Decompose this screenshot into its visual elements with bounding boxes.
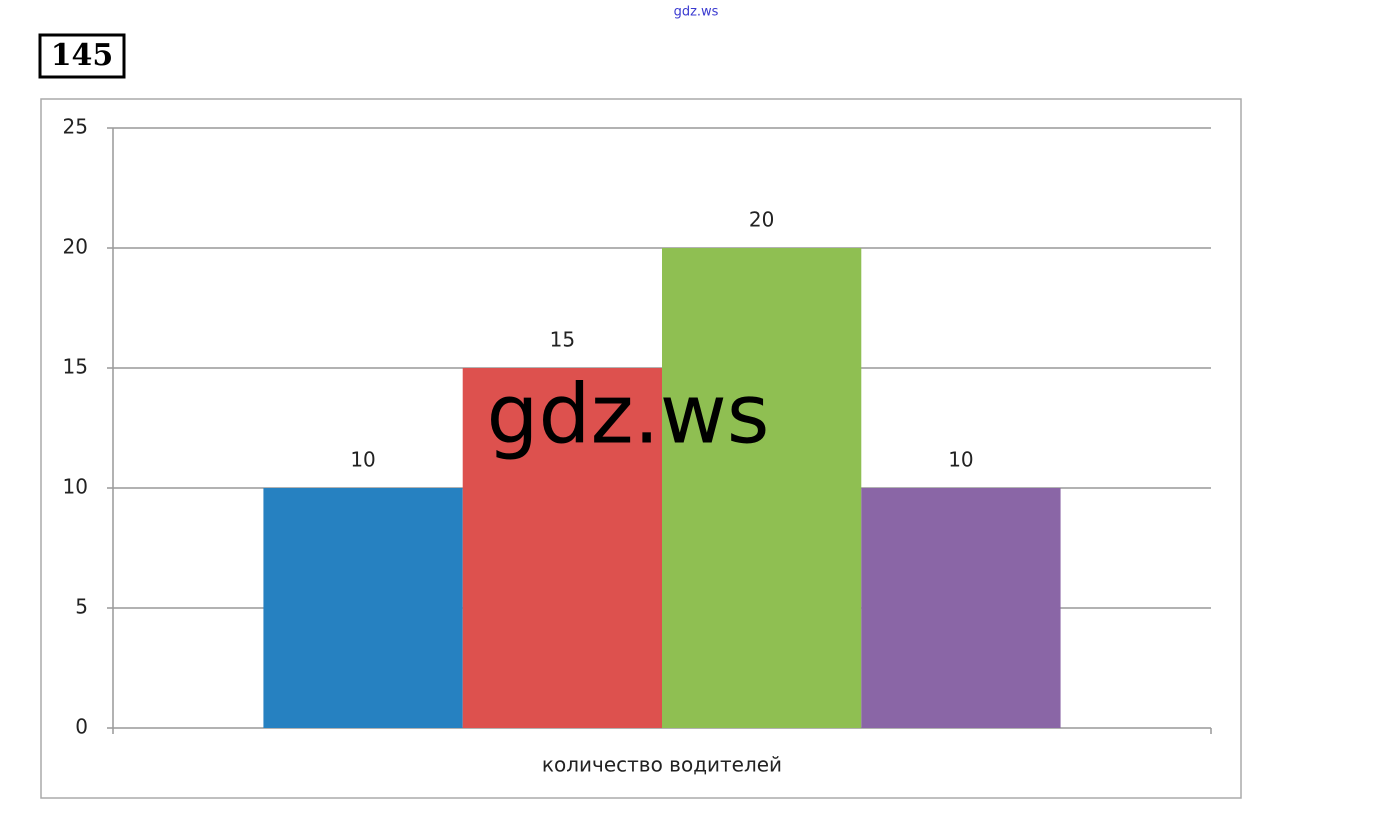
y-tick-label: 15: [63, 355, 88, 379]
data-label: 15: [550, 328, 575, 352]
y-tick-label: 20: [63, 235, 88, 259]
data-label: 10: [948, 448, 973, 472]
source-link: gdz.ws: [674, 5, 719, 20]
number-box: [38, 33, 126, 79]
y-tick-label: 5: [75, 595, 88, 619]
plot: 0 5 10 15 20 25 количество водителей 10 15 20 10: [63, 115, 1212, 777]
data-label: 10: [350, 448, 375, 472]
problem-number: 145: [51, 38, 114, 73]
y-tick-label: 25: [63, 115, 88, 139]
y-tick-label: 0: [75, 715, 88, 739]
bar: [263, 488, 463, 728]
bar: [861, 488, 1061, 728]
watermark: gdz.ws: [487, 367, 770, 462]
x-tick-label: количество водителей: [542, 753, 782, 777]
bar: [462, 368, 662, 728]
bar: [662, 248, 862, 728]
y-tick-label: 10: [63, 475, 88, 499]
data-label: 20: [749, 208, 774, 232]
